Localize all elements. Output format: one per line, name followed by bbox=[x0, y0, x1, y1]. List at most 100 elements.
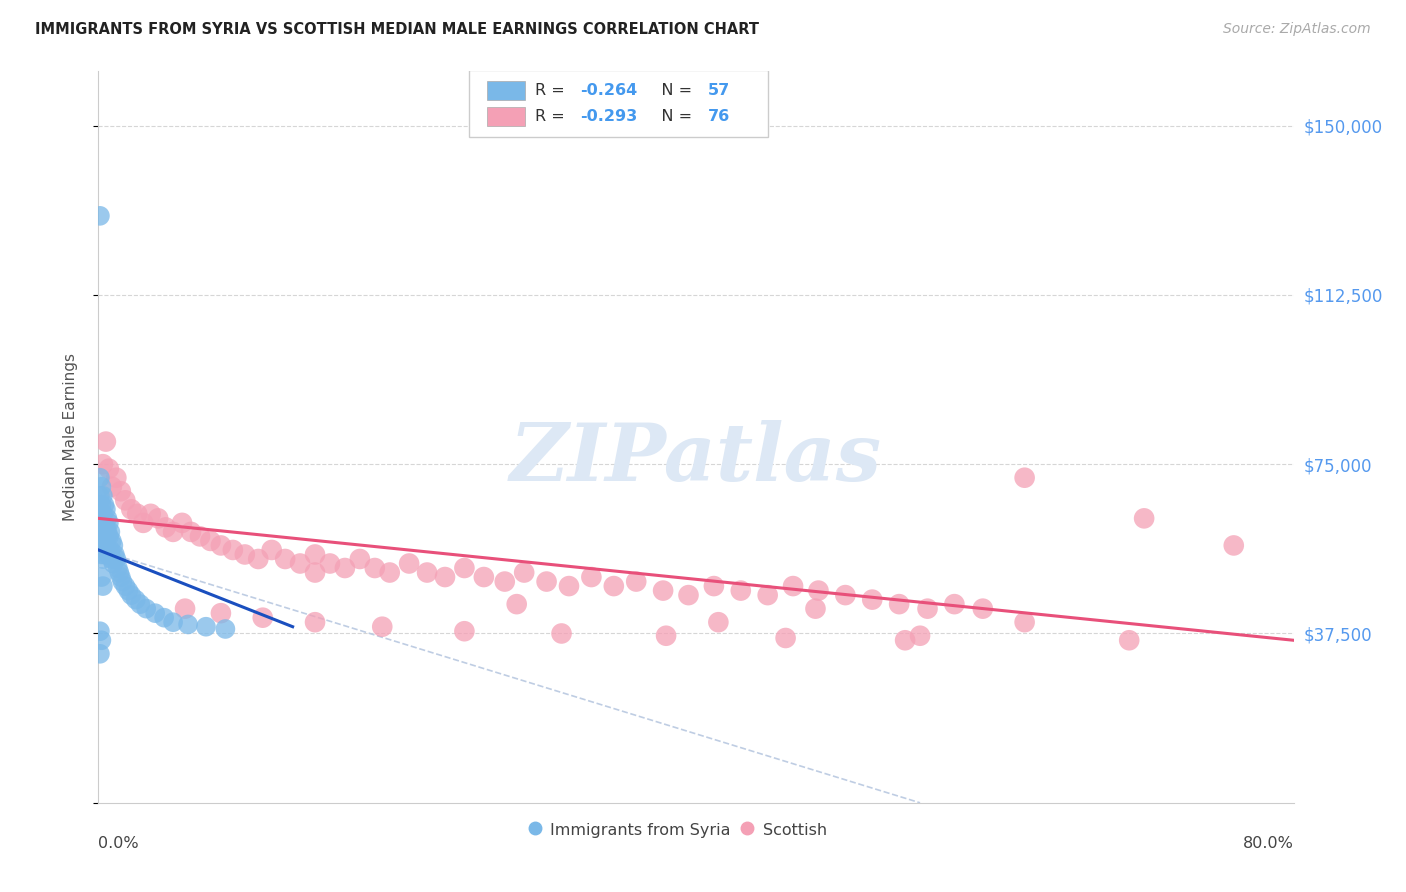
Point bbox=[834, 588, 856, 602]
Point bbox=[96, 524, 118, 539]
Text: R =: R = bbox=[534, 109, 569, 124]
Point bbox=[972, 601, 994, 615]
Point bbox=[513, 566, 536, 580]
Point bbox=[114, 579, 136, 593]
Point bbox=[364, 561, 387, 575]
Point bbox=[398, 557, 420, 571]
Point bbox=[378, 566, 401, 580]
Point bbox=[105, 471, 128, 485]
Point bbox=[494, 574, 516, 589]
Point bbox=[127, 507, 149, 521]
Text: 57: 57 bbox=[709, 83, 730, 98]
Point bbox=[730, 583, 752, 598]
Point bbox=[91, 533, 114, 548]
Point bbox=[103, 538, 125, 552]
Point bbox=[107, 561, 129, 575]
Point bbox=[247, 552, 270, 566]
Point bbox=[104, 548, 127, 562]
Point bbox=[558, 579, 581, 593]
Text: Scottish: Scottish bbox=[763, 823, 827, 838]
Point bbox=[135, 601, 157, 615]
Point bbox=[804, 601, 827, 615]
Point bbox=[90, 480, 112, 494]
Text: -0.293: -0.293 bbox=[581, 109, 637, 124]
Point bbox=[172, 516, 194, 530]
Point bbox=[252, 610, 274, 624]
Point bbox=[90, 633, 112, 648]
Point bbox=[94, 538, 117, 552]
Point bbox=[89, 647, 111, 661]
Point bbox=[775, 631, 797, 645]
Point bbox=[91, 579, 114, 593]
Text: ZIPatlas: ZIPatlas bbox=[510, 420, 882, 498]
Point bbox=[93, 498, 115, 512]
Point bbox=[162, 615, 184, 630]
Point bbox=[114, 493, 136, 508]
Text: R =: R = bbox=[534, 83, 569, 98]
Point bbox=[304, 615, 326, 630]
Point bbox=[260, 543, 283, 558]
Point bbox=[98, 543, 122, 558]
Point bbox=[132, 516, 155, 530]
Text: IMMIGRANTS FROM SYRIA VS SCOTTISH MEDIAN MALE EARNINGS CORRELATION CHART: IMMIGRANTS FROM SYRIA VS SCOTTISH MEDIAN… bbox=[35, 22, 759, 37]
Point bbox=[91, 520, 114, 534]
Point bbox=[110, 570, 132, 584]
FancyBboxPatch shape bbox=[486, 107, 524, 126]
Point bbox=[155, 520, 177, 534]
Point bbox=[94, 434, 117, 449]
Point bbox=[678, 588, 700, 602]
Point bbox=[756, 588, 779, 602]
Point bbox=[110, 484, 132, 499]
Point bbox=[908, 629, 931, 643]
Point bbox=[96, 543, 118, 558]
Text: -0.264: -0.264 bbox=[581, 83, 637, 98]
Point bbox=[416, 566, 439, 580]
Point bbox=[174, 601, 197, 615]
Point bbox=[349, 552, 371, 566]
Point bbox=[889, 597, 911, 611]
Point bbox=[603, 579, 626, 593]
Point bbox=[371, 620, 394, 634]
Point bbox=[101, 533, 124, 548]
Point bbox=[89, 489, 111, 503]
Point bbox=[1014, 471, 1036, 485]
Point bbox=[89, 209, 111, 223]
Point bbox=[101, 552, 124, 566]
Point bbox=[90, 548, 112, 562]
Point bbox=[943, 597, 966, 611]
Point bbox=[1118, 633, 1140, 648]
Text: N =: N = bbox=[645, 83, 697, 98]
FancyBboxPatch shape bbox=[486, 81, 524, 100]
Text: 76: 76 bbox=[709, 109, 730, 124]
Point bbox=[90, 570, 112, 584]
Point bbox=[288, 557, 311, 571]
Point bbox=[200, 533, 222, 548]
Point bbox=[148, 511, 170, 525]
Point bbox=[91, 552, 114, 566]
Point bbox=[93, 516, 115, 530]
Point bbox=[434, 570, 457, 584]
Point bbox=[222, 543, 245, 558]
Point bbox=[91, 457, 114, 471]
Point bbox=[111, 574, 134, 589]
Point bbox=[125, 592, 148, 607]
Point bbox=[120, 502, 142, 516]
Point bbox=[117, 583, 139, 598]
Point bbox=[93, 529, 115, 543]
Point bbox=[101, 480, 124, 494]
Point bbox=[90, 533, 112, 548]
Point bbox=[195, 620, 218, 634]
Point bbox=[129, 597, 152, 611]
Point bbox=[139, 507, 162, 521]
Point bbox=[453, 561, 475, 575]
Point bbox=[96, 511, 118, 525]
Point bbox=[97, 516, 120, 530]
Point bbox=[1014, 615, 1036, 630]
Point bbox=[188, 529, 211, 543]
Point bbox=[162, 524, 184, 539]
Point bbox=[209, 538, 232, 552]
Point bbox=[89, 471, 111, 485]
Point bbox=[98, 524, 122, 539]
Point bbox=[550, 626, 572, 640]
Text: Immigrants from Syria: Immigrants from Syria bbox=[550, 823, 731, 838]
